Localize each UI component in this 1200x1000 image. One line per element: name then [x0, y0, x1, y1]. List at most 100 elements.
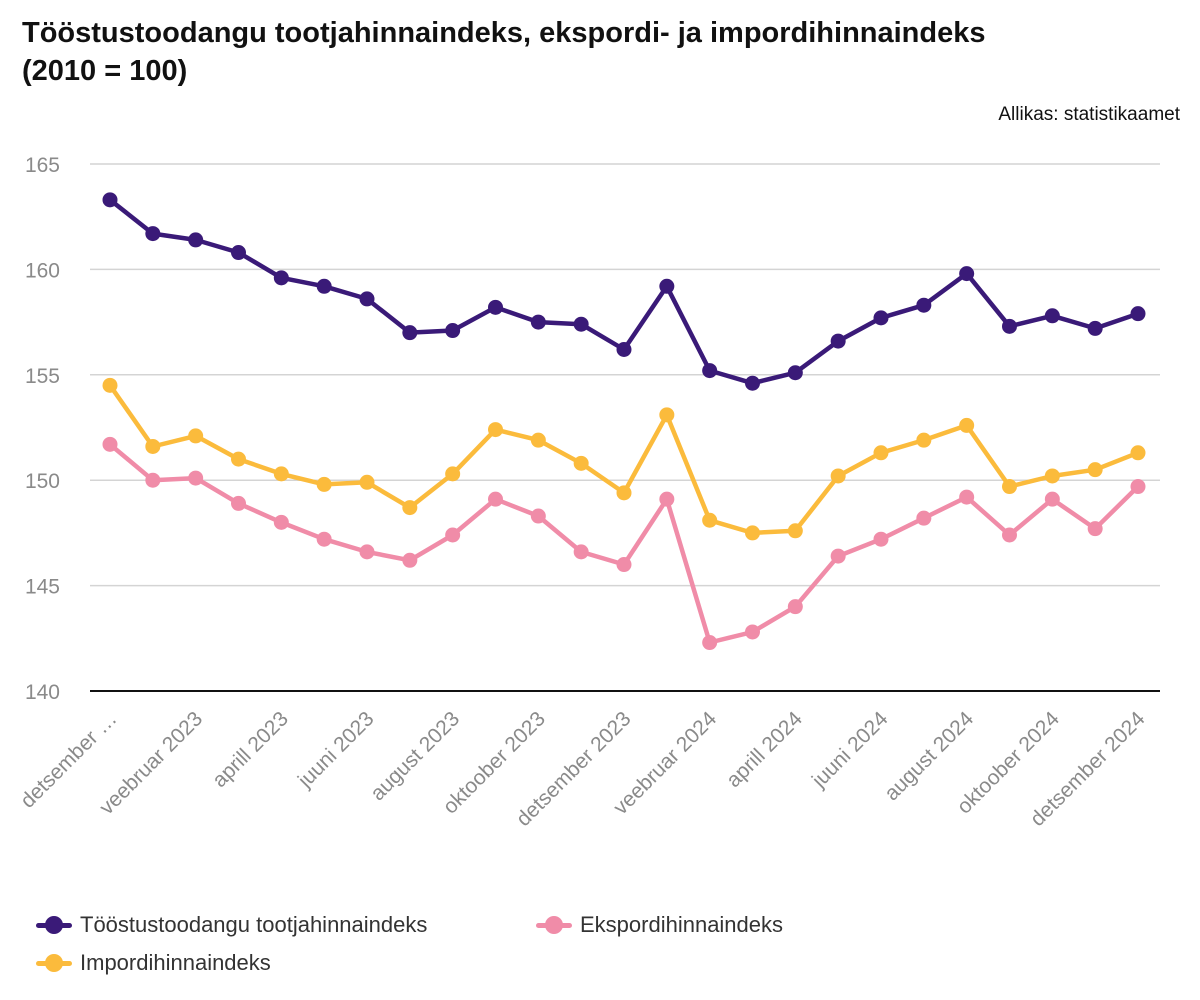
series-points: [102, 192, 1146, 651]
data-point-ekspordihinnaindeks[interactable]: [1002, 527, 1017, 543]
data-point-toostustoodangu-tootjahinnaindeks[interactable]: [873, 310, 889, 326]
data-point-ekspordihinnaindeks[interactable]: [787, 599, 803, 615]
data-point-ekspordihinnaindeks[interactable]: [231, 495, 246, 511]
data-point-toostustoodangu-tootjahinnaindeks[interactable]: [231, 245, 246, 261]
data-point-impordihinnaindeks[interactable]: [273, 466, 289, 482]
data-point-impordihinnaindeks[interactable]: [787, 523, 803, 539]
data-point-impordihinnaindeks[interactable]: [959, 417, 975, 433]
data-point-impordihinnaindeks[interactable]: [745, 525, 760, 541]
data-point-ekspordihinnaindeks[interactable]: [830, 548, 846, 564]
x-axis-labels: detsember …veebruar 2023 aprill 2023 juuni…: [16, 707, 1150, 831]
x-tick-label: juuni 2023: [293, 707, 379, 793]
data-point-toostustoodangu-tootjahinnaindeks[interactable]: [830, 333, 846, 349]
x-tick-label: juuni 2024: [807, 707, 893, 793]
data-point-toostustoodangu-tootjahinnaindeks[interactable]: [1002, 318, 1017, 334]
y-tick-label: 155: [25, 365, 60, 388]
data-point-toostustoodangu-tootjahinnaindeks[interactable]: [1130, 306, 1146, 322]
data-point-toostustoodangu-tootjahinnaindeks[interactable]: [959, 266, 975, 282]
legend-item-toostustoodangu-tootjahinnaindeks[interactable]: Tööstustoodangu tootjahinnaindeks: [36, 912, 427, 938]
data-point-impordihinnaindeks[interactable]: [530, 432, 546, 448]
legend-label: Impordihinnaindeks: [80, 950, 271, 975]
data-point-toostustoodangu-tootjahinnaindeks[interactable]: [745, 375, 760, 391]
data-point-ekspordihinnaindeks[interactable]: [1044, 491, 1060, 507]
data-point-impordihinnaindeks[interactable]: [1002, 479, 1017, 495]
x-tick-label: aprill 2023: [208, 707, 293, 792]
data-point-toostustoodangu-tootjahinnaindeks[interactable]: [659, 278, 675, 294]
data-point-toostustoodangu-tootjahinnaindeks[interactable]: [273, 270, 289, 286]
data-point-toostustoodangu-tootjahinnaindeks[interactable]: [530, 314, 546, 330]
data-point-ekspordihinnaindeks[interactable]: [359, 544, 375, 560]
data-point-ekspordihinnaindeks[interactable]: [102, 436, 118, 452]
data-point-ekspordihinnaindeks[interactable]: [145, 472, 161, 488]
data-point-impordihinnaindeks[interactable]: [445, 466, 461, 482]
data-point-impordihinnaindeks[interactable]: [359, 474, 375, 490]
series-lines: [107, 197, 1141, 645]
data-point-impordihinnaindeks[interactable]: [231, 451, 246, 467]
data-point-toostustoodangu-tootjahinnaindeks[interactable]: [787, 365, 803, 381]
y-tick-label: 140: [25, 681, 60, 704]
data-point-toostustoodangu-tootjahinnaindeks[interactable]: [402, 325, 418, 341]
data-point-impordihinnaindeks[interactable]: [188, 428, 204, 444]
data-point-ekspordihinnaindeks[interactable]: [316, 531, 332, 547]
data-point-ekspordihinnaindeks[interactable]: [745, 624, 760, 640]
data-point-ekspordihinnaindeks[interactable]: [530, 508, 546, 524]
legend-swatch: [36, 915, 72, 935]
data-point-ekspordihinnaindeks[interactable]: [659, 491, 675, 507]
y-tick-label: 150: [25, 470, 60, 493]
line-chart: 140 145 150 155 160 165 detsember …veebruar 2…: [16, 154, 1160, 831]
data-point-impordihinnaindeks[interactable]: [316, 476, 332, 492]
data-point-ekspordihinnaindeks[interactable]: [916, 510, 932, 526]
data-point-impordihinnaindeks[interactable]: [659, 407, 675, 423]
data-point-ekspordihinnaindeks[interactable]: [402, 552, 418, 568]
legend-label: Ekspordihinnaindeks: [580, 912, 784, 937]
data-point-impordihinnaindeks[interactable]: [573, 455, 589, 471]
data-point-impordihinnaindeks[interactable]: [916, 432, 932, 448]
data-point-ekspordihinnaindeks[interactable]: [1130, 479, 1146, 495]
data-point-impordihinnaindeks[interactable]: [402, 500, 418, 516]
chart-title-line-2: (2010 = 100): [22, 55, 188, 87]
data-point-toostustoodangu-tootjahinnaindeks[interactable]: [316, 278, 332, 294]
data-point-ekspordihinnaindeks[interactable]: [188, 470, 204, 486]
chart-title: Tööstustoodangu tootjahinnaindeks, ekspo…: [22, 14, 1172, 90]
data-point-toostustoodangu-tootjahinnaindeks[interactable]: [616, 342, 632, 358]
data-point-impordihinnaindeks[interactable]: [102, 377, 118, 393]
data-point-toostustoodangu-tootjahinnaindeks[interactable]: [573, 316, 589, 332]
data-point-toostustoodangu-tootjahinnaindeks[interactable]: [102, 192, 118, 208]
x-tick-label: aprill 2024: [722, 707, 807, 792]
data-point-impordihinnaindeks[interactable]: [616, 485, 632, 501]
data-point-toostustoodangu-tootjahinnaindeks[interactable]: [145, 226, 161, 242]
data-point-ekspordihinnaindeks[interactable]: [273, 514, 289, 530]
source-note: Allikas: statistikaamet: [998, 104, 1180, 125]
data-point-toostustoodangu-tootjahinnaindeks[interactable]: [1044, 308, 1060, 324]
data-point-impordihinnaindeks[interactable]: [1087, 462, 1103, 478]
data-point-impordihinnaindeks[interactable]: [830, 468, 846, 484]
data-point-ekspordihinnaindeks[interactable]: [873, 531, 889, 547]
legend-item-impordihinnaindeks[interactable]: Impordihinnaindeks: [36, 950, 271, 976]
data-point-toostustoodangu-tootjahinnaindeks[interactable]: [916, 297, 932, 313]
data-point-ekspordihinnaindeks[interactable]: [445, 527, 461, 543]
data-point-ekspordihinnaindeks[interactable]: [488, 491, 503, 507]
data-point-impordihinnaindeks[interactable]: [1130, 445, 1146, 461]
data-point-ekspordihinnaindeks[interactable]: [573, 544, 589, 560]
data-point-ekspordihinnaindeks[interactable]: [1087, 521, 1103, 537]
data-point-impordihinnaindeks[interactable]: [488, 422, 503, 438]
series-line-ekspordihinnaindeks: [107, 442, 1141, 645]
y-axis-labels: 140 145 150 155 160 165: [25, 154, 60, 704]
data-point-toostustoodangu-tootjahinnaindeks[interactable]: [188, 232, 204, 248]
y-tick-label: 145: [25, 576, 60, 599]
data-point-impordihinnaindeks[interactable]: [873, 445, 889, 461]
data-point-ekspordihinnaindeks[interactable]: [959, 489, 975, 505]
data-point-impordihinnaindeks[interactable]: [702, 512, 718, 528]
data-point-toostustoodangu-tootjahinnaindeks[interactable]: [359, 291, 375, 307]
grid-lines: [90, 163, 1160, 692]
data-point-toostustoodangu-tootjahinnaindeks[interactable]: [702, 363, 718, 379]
chart-title-line-1: Tööstustoodangu tootjahinnaindeks, ekspo…: [22, 17, 986, 49]
data-point-toostustoodangu-tootjahinnaindeks[interactable]: [1087, 320, 1103, 336]
data-point-toostustoodangu-tootjahinnaindeks[interactable]: [445, 323, 461, 339]
data-point-toostustoodangu-tootjahinnaindeks[interactable]: [488, 299, 503, 315]
data-point-impordihinnaindeks[interactable]: [145, 438, 161, 454]
data-point-ekspordihinnaindeks[interactable]: [702, 635, 718, 651]
legend-item-ekspordihinnaindeks[interactable]: Ekspordihinnaindeks: [536, 912, 783, 938]
data-point-ekspordihinnaindeks[interactable]: [616, 557, 632, 573]
data-point-impordihinnaindeks[interactable]: [1044, 468, 1060, 484]
